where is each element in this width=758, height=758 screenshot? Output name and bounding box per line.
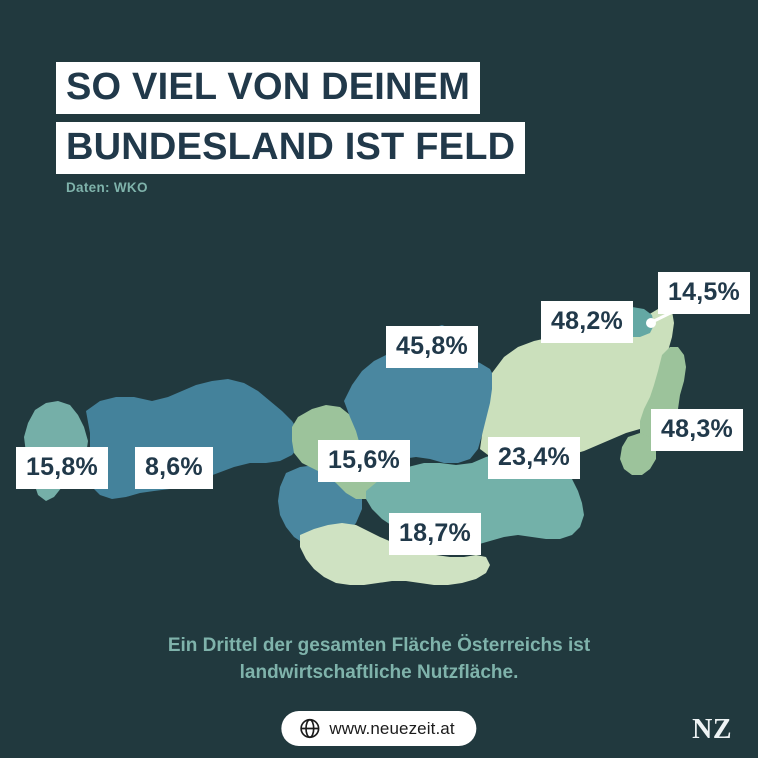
map-value-label-vorarlberg: 15,8%: [16, 447, 108, 489]
map-value-label-kaernten: 18,7%: [389, 513, 481, 555]
website-url-text: www.neuezeit.at: [329, 718, 455, 738]
map-value-label-oberoesterreich: 45,8%: [386, 326, 478, 368]
map-value-label-burgenland: 48,3%: [651, 409, 743, 451]
map-value-label-steiermark: 23,4%: [488, 437, 580, 479]
footer-caption-line-1: Ein Drittel der gesamten Fläche Österrei…: [167, 635, 591, 656]
website-url-pill[interactable]: www.neuezeit.at: [281, 711, 477, 746]
austria-map: [0, 205, 758, 605]
globe-icon: [300, 718, 320, 739]
page-title-line-2: BUNDESLAND IST FELD: [56, 122, 526, 174]
footer-caption: Ein Drittel der gesamten Fläche Österrei…: [0, 632, 758, 686]
header: SO VIEL VON DEINEM BUNDESLAND IST FELD D…: [56, 62, 526, 195]
map-region-niederoesterreich[interactable]: [480, 305, 676, 457]
map-region-burgenland-south[interactable]: [620, 433, 656, 475]
map-value-label-wien: 14,5%: [658, 272, 750, 314]
map-value-label-salzburg: 15,6%: [318, 440, 410, 482]
brand-logo-nz: NZ: [692, 714, 732, 745]
austria-map-svg: [24, 305, 686, 585]
page-title-line-1: SO VIEL VON DEINEM: [56, 62, 481, 114]
map-value-label-niederoesterreich: 48,2%: [541, 301, 633, 343]
map-value-label-tirol: 8,6%: [135, 447, 213, 489]
footer-caption-line-2: landwirtschaftliche Nutzfläche.: [239, 662, 519, 683]
data-source-label: Daten: WKO: [66, 180, 148, 195]
